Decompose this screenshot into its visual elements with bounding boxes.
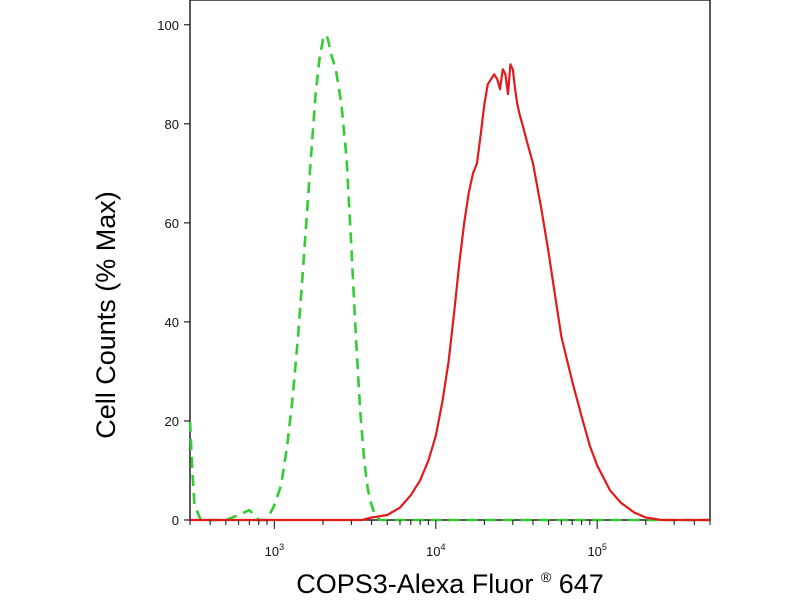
y-tick-label: 0 <box>172 513 179 528</box>
x-axis-title-main: COPS3-Alexa Fluor <box>296 569 533 599</box>
x-tick-label: 105 <box>587 542 606 559</box>
control-histogram-line <box>188 33 710 522</box>
x-tick-label: 103 <box>265 542 284 559</box>
y-tick-label: 20 <box>165 414 179 429</box>
y-tick-label: 80 <box>165 117 179 132</box>
x-tick-label: 104 <box>426 542 445 559</box>
y-tick-label: 100 <box>157 18 179 33</box>
y-axis-title: Cell Counts (% Max) <box>91 191 121 439</box>
plot-frame <box>189 0 711 521</box>
x-axis-title-suffix: 647 <box>559 569 604 599</box>
y-tick-label: 60 <box>165 216 179 231</box>
x-axis-title-superscript: ® <box>541 569 552 585</box>
cops3-histogram-line <box>190 63 710 522</box>
y-tick-label: 40 <box>165 315 179 330</box>
x-axis-title: COPS3-Alexa Fluor ® 647 <box>296 558 604 599</box>
